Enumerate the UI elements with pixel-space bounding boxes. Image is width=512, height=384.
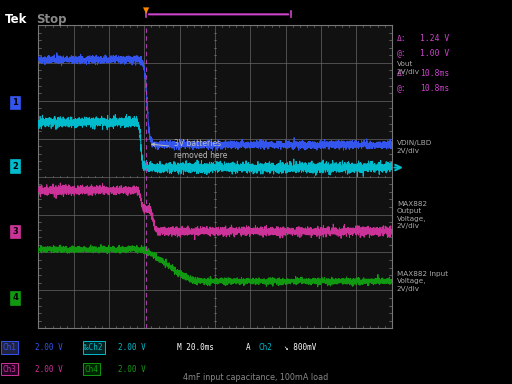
Text: 2.00 V: 2.00 V xyxy=(35,365,62,374)
Text: M 20.0ms: M 20.0ms xyxy=(177,343,214,352)
Text: Ch4: Ch4 xyxy=(84,365,98,374)
Text: 4mF input capacitance, 100mA load: 4mF input capacitance, 100mA load xyxy=(183,373,329,382)
Text: @:: @: xyxy=(397,49,407,58)
Text: Vout
2V/div: Vout 2V/div xyxy=(397,61,420,75)
Text: 1.24 V: 1.24 V xyxy=(420,34,449,43)
Text: 4: 4 xyxy=(12,293,18,303)
Text: 2.00 V: 2.00 V xyxy=(35,343,62,352)
Text: 2.00 V: 2.00 V xyxy=(118,343,145,352)
Text: Δ:: Δ: xyxy=(397,34,407,43)
Text: 1.00 V: 1.00 V xyxy=(420,49,449,58)
Text: Tek: Tek xyxy=(5,13,28,26)
Text: 3: 3 xyxy=(12,227,18,236)
Text: Stop: Stop xyxy=(36,13,67,26)
Text: 2.00 V: 2.00 V xyxy=(118,365,145,374)
Text: Δ:: Δ: xyxy=(397,69,407,78)
Text: ↘ 800mV: ↘ 800mV xyxy=(284,343,316,352)
Text: 10.8ms: 10.8ms xyxy=(420,69,449,78)
Text: VDIN/LBD
2V/div: VDIN/LBD 2V/div xyxy=(397,140,432,154)
Text: A: A xyxy=(246,343,250,352)
Text: ▾: ▾ xyxy=(143,4,150,17)
Text: MAX882 Input
Voltage,
2V/div: MAX882 Input Voltage, 2V/div xyxy=(397,271,448,292)
Text: 10.8ms: 10.8ms xyxy=(420,84,449,93)
Text: Ch3: Ch3 xyxy=(3,365,16,374)
Text: 1: 1 xyxy=(12,98,18,107)
Text: Ch2: Ch2 xyxy=(259,343,272,352)
Text: @:: @: xyxy=(397,84,407,93)
Text: ‰Ch2: ‰Ch2 xyxy=(84,343,103,352)
Text: MAX882
Output
Voltage,
2V/div: MAX882 Output Voltage, 2V/div xyxy=(397,201,427,229)
Text: Ch1: Ch1 xyxy=(3,343,16,352)
Text: 2: 2 xyxy=(12,162,18,170)
Text: 3V batteries
removed here: 3V batteries removed here xyxy=(152,139,228,160)
